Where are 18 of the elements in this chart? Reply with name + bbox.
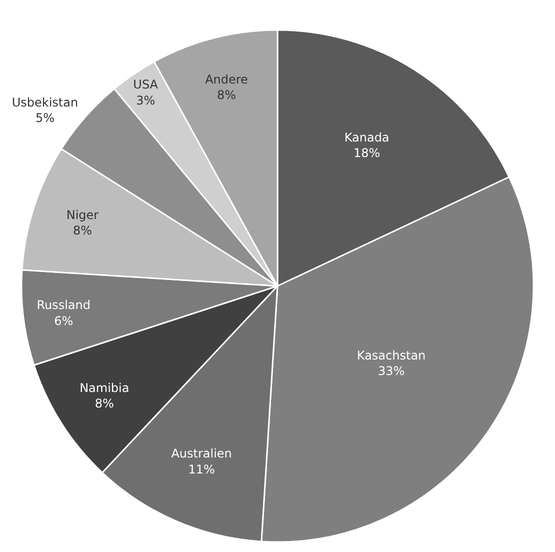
data-label: 8% [72, 223, 92, 238]
data-label: 8% [94, 396, 114, 411]
data-label: 11% [188, 462, 215, 476]
data-label: 6% [54, 314, 74, 328]
slice-label: Russland [36, 298, 91, 312]
slice-label: Andere [205, 72, 248, 87]
data-label: 18% [353, 146, 380, 160]
slice-label: Kasachstan [356, 348, 426, 363]
slice-label: Australien [171, 446, 232, 461]
data-label: 33% [378, 364, 405, 378]
slice-label: Namibia [80, 381, 130, 396]
slice-label: USA [133, 78, 159, 92]
slice-label: Kanada [344, 130, 390, 144]
data-label: 8% [216, 88, 236, 102]
slice-label: Niger [66, 208, 99, 222]
slice-label: Usbekistan [12, 95, 78, 110]
data-label: 5% [35, 111, 54, 126]
data-label: 3% [136, 93, 156, 108]
